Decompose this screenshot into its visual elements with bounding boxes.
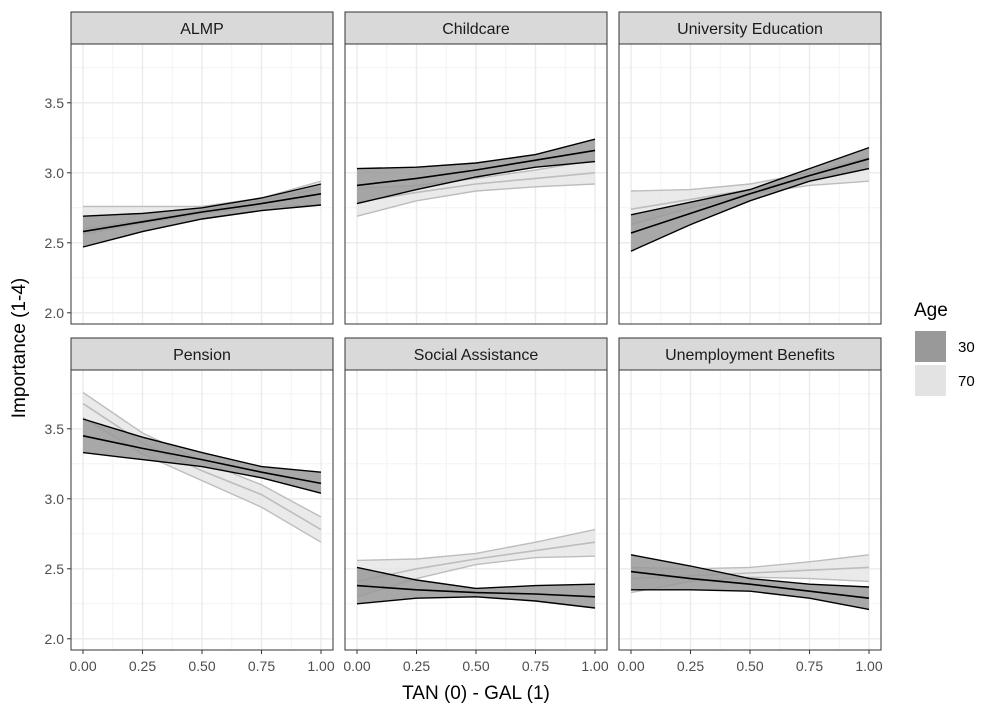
confidence-band-age-30 (631, 554, 869, 610)
band-lower-line-age-30 (356, 596, 596, 609)
x-tick-label: 1.00 (581, 658, 608, 674)
band-upper-line-age-70 (83, 180, 322, 208)
x-tick-label: 0.00 (343, 658, 370, 674)
band-upper-line-age-70 (356, 528, 596, 562)
band-upper-line-age-30 (630, 554, 870, 588)
mean-line-age-30 (630, 570, 870, 599)
facet-strip (70, 337, 334, 371)
y-tick-label: 2.5 (45, 561, 65, 577)
legend-key-age-30 (915, 331, 946, 362)
x-tick-label: 0.25 (403, 658, 430, 674)
band-lower-line-age-30 (631, 589, 870, 611)
x-axis-title: TAN (0) - GAL (1) (402, 683, 550, 704)
x-tick-label: 0.50 (736, 658, 763, 674)
legend: 30 70 (915, 331, 975, 396)
mean-line-age-30 (356, 149, 596, 187)
facet-title: Unemployment Benefits (665, 347, 835, 364)
panel-border (618, 43, 882, 325)
y-tick-label: 3.0 (45, 165, 65, 181)
band-lower-line-age-30 (82, 451, 322, 494)
x-tick-label: 1.00 (307, 658, 334, 674)
band-upper-line-age-30 (82, 418, 322, 473)
facet-panel: University Education (618, 11, 882, 325)
band-lower-line-age-30 (82, 204, 322, 248)
confidence-band-age-70 (357, 160, 595, 217)
facet-title: Childcare (442, 21, 510, 38)
mean-line-age-30 (82, 435, 322, 485)
facet-strip (344, 11, 608, 45)
x-tick-label: 1.00 (855, 658, 882, 674)
band-lower-line-age-70 (356, 183, 596, 217)
facet-title: University Education (677, 21, 823, 38)
y-axis-title: Importance (1-4) (9, 278, 30, 418)
band-upper-line-age-30 (630, 146, 870, 216)
facet-strip (70, 11, 334, 45)
confidence-band-age-70 (357, 529, 595, 597)
mean-line-age-30 (356, 584, 596, 598)
y-tick-label: 3.5 (45, 421, 65, 437)
confidence-band-age-30 (631, 147, 869, 252)
y-tick-label: 2.0 (45, 631, 65, 647)
x-tick-label: 0.25 (129, 658, 156, 674)
mean-line-age-30 (630, 158, 870, 234)
x-tick-label: 0.00 (69, 658, 96, 674)
facet-strip (618, 11, 882, 45)
facet-panel: Unemployment Benefits 0.00 0.25 0.50 0.75 1.0… (617, 337, 883, 674)
legend-label: 70 (958, 373, 975, 390)
y-tick-label: 3.5 (45, 95, 65, 111)
mean-line-age-70 (82, 402, 322, 531)
legend-key-age-70 (915, 365, 946, 396)
y-tick-label: 2.5 (45, 235, 65, 251)
x-tick-label: 0.75 (522, 658, 549, 674)
x-tick-label: 0.75 (248, 658, 275, 674)
legend-label: 30 (958, 339, 975, 356)
x-tick-label: 0.50 (188, 658, 215, 674)
band-lower-line-age-30 (356, 160, 596, 205)
y-tick-label: 3.0 (45, 491, 65, 507)
panel-border (70, 43, 334, 325)
band-upper-line-age-30 (356, 138, 596, 170)
mean-line-age-70 (356, 172, 596, 203)
x-tick-label: 0.75 (796, 658, 823, 674)
legend-title: Age (914, 300, 948, 321)
panel-border (344, 43, 608, 325)
band-upper-line-age-30 (82, 183, 322, 217)
facet-title: Pension (173, 347, 231, 364)
x-tick-label: 0.25 (677, 658, 704, 674)
band-upper-line-age-30 (356, 566, 596, 590)
band-lower-line-age-30 (630, 167, 870, 252)
facet-panel: Pension 2.0 2.5 3.0 3.5 0.00 0.25 0.50 0.75 1.00 (45, 337, 335, 674)
mean-line-age-70 (356, 541, 596, 583)
facet-panel: ALMP 2.0 2.5 3.0 3.5 (45, 11, 334, 325)
mean-line-age-30 (82, 193, 322, 233)
x-tick-label: 0.50 (462, 658, 489, 674)
facet-panel: Social Assistance 0.00 0.25 0.50 0.75 1.00 (343, 337, 609, 674)
x-tick-label: 0.00 (617, 658, 644, 674)
facet-title: ALMP (180, 21, 224, 38)
facet-panel: Childcare (344, 11, 608, 325)
facet-strip (618, 337, 882, 371)
facet-title: Social Assistance (414, 347, 539, 364)
y-tick-label: 2.0 (45, 305, 65, 321)
